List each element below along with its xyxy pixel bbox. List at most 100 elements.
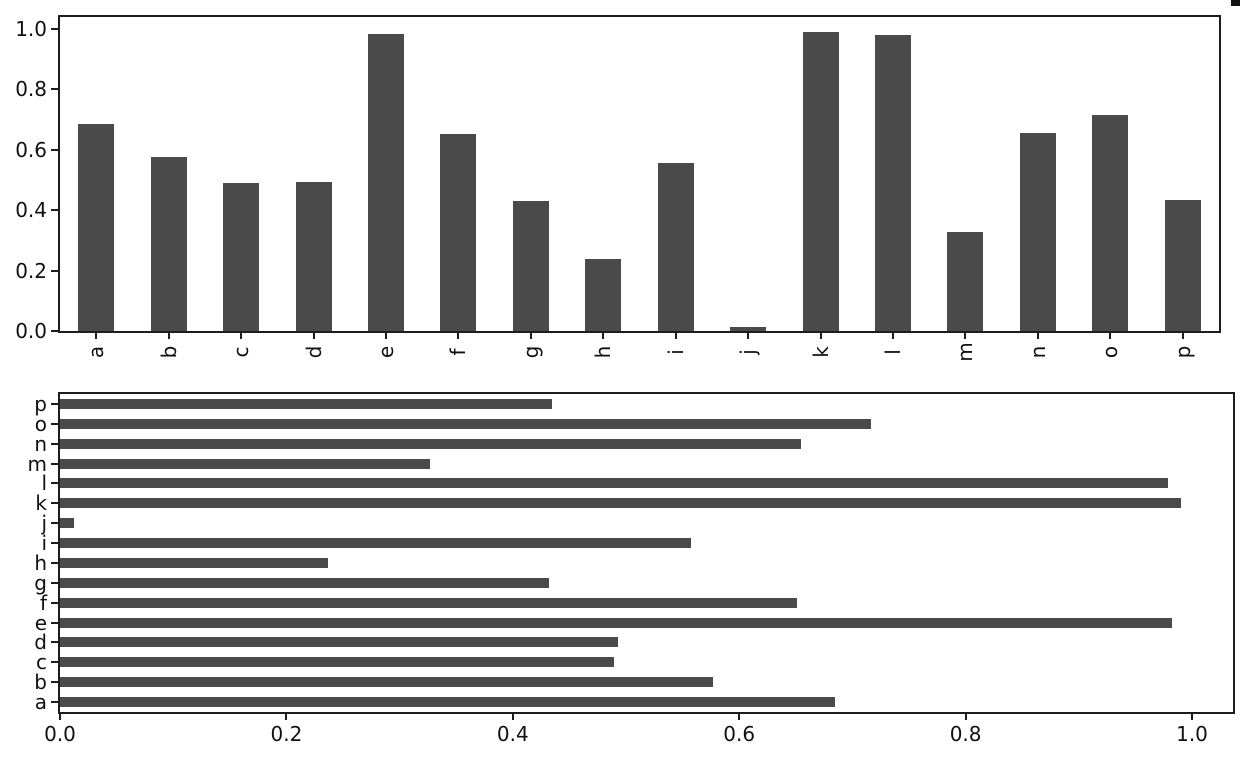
hbar-a xyxy=(60,697,836,708)
hbar-h xyxy=(60,557,329,568)
y-tick-i xyxy=(51,542,58,545)
y-tick-p xyxy=(51,402,58,405)
bar-k xyxy=(802,32,839,331)
bar-l xyxy=(875,35,912,331)
hbar-d xyxy=(60,637,619,648)
bar-i xyxy=(657,162,694,331)
y-tick-0.4 xyxy=(51,209,58,212)
x-tick-label-h: h xyxy=(591,345,616,359)
y-tick-l xyxy=(51,482,58,485)
y-tick-c xyxy=(51,661,58,664)
x-tick-label-d: d xyxy=(301,345,326,359)
x-tick-0.8 xyxy=(964,714,967,720)
x-tick-label-o: o xyxy=(1098,345,1123,359)
x-tick-0.6 xyxy=(738,714,741,720)
x-tick-h xyxy=(602,333,605,339)
x-tick-label-f: f xyxy=(446,348,471,356)
x-tick-label-1.0: 1.0 xyxy=(1176,722,1208,746)
x-tick-k xyxy=(819,333,822,339)
bar-c xyxy=(223,183,260,331)
x-tick-label-l: l xyxy=(881,349,906,355)
hbar-f xyxy=(60,597,797,608)
y-tick-label-g: g xyxy=(34,570,47,595)
y-tick-j xyxy=(51,522,58,525)
x-tick-f xyxy=(457,333,460,339)
x-tick-label-j: j xyxy=(736,349,761,355)
x-tick-label-b: b xyxy=(156,345,181,359)
y-tick-label-h: h xyxy=(34,550,47,575)
x-tick-l xyxy=(892,333,895,339)
x-tick-m xyxy=(964,333,967,339)
y-tick-n xyxy=(51,442,58,445)
x-tick-label-0.6: 0.6 xyxy=(723,722,756,746)
x-tick-label-e: e xyxy=(373,345,398,359)
x-tick-o xyxy=(1109,333,1112,339)
bar-g xyxy=(512,200,549,331)
bar-j xyxy=(730,327,767,331)
x-tick-0.4 xyxy=(511,714,514,720)
y-tick-label-b: b xyxy=(34,670,47,695)
y-tick-label-k: k xyxy=(35,491,47,516)
x-tick-label-i: i xyxy=(663,349,688,355)
x-tick-label-p: p xyxy=(1170,345,1195,359)
y-tick-label-f: f xyxy=(39,590,47,615)
y-tick-label-c: c xyxy=(36,650,47,675)
bar-f xyxy=(440,134,477,331)
hbar-g xyxy=(60,577,550,588)
x-tick-b xyxy=(167,333,170,339)
y-tick-0.0 xyxy=(51,330,58,332)
hbar-n xyxy=(60,438,802,449)
hbar-p xyxy=(60,398,553,409)
x-tick-1.0 xyxy=(1191,714,1193,720)
bar-d xyxy=(295,182,332,331)
x-tick-0.0 xyxy=(59,714,61,720)
screenshot-corner-artifact xyxy=(1231,0,1240,6)
y-tick-0.8 xyxy=(51,88,58,91)
y-tick-g xyxy=(51,581,58,584)
x-tick-n xyxy=(1036,333,1039,339)
hbar-m xyxy=(60,458,431,469)
bar-p xyxy=(1164,199,1201,331)
x-tick-d xyxy=(312,333,315,339)
y-tick-b xyxy=(51,681,58,684)
x-tick-label-0.8: 0.8 xyxy=(949,722,982,746)
y-tick-label-a: a xyxy=(34,690,47,715)
hbar-k xyxy=(60,498,1181,509)
y-tick-label-0.8: 0.8 xyxy=(15,77,47,102)
y-tick-1.0 xyxy=(51,28,58,30)
bar-a xyxy=(78,124,115,331)
x-tick-label-n: n xyxy=(1025,345,1050,359)
y-tick-label-o: o xyxy=(34,411,47,436)
x-tick-label-m: m xyxy=(953,342,978,362)
y-tick-k xyxy=(51,502,58,505)
x-tick-a xyxy=(95,333,98,339)
x-tick-label-a: a xyxy=(84,345,109,359)
x-tick-i xyxy=(674,333,677,339)
y-tick-label-i: i xyxy=(41,531,47,556)
x-tick-g xyxy=(529,333,532,339)
hbar-e xyxy=(60,617,1172,628)
x-tick-label-0.0: 0.0 xyxy=(44,722,76,746)
y-tick-label-e: e xyxy=(34,610,47,635)
x-tick-label-0.2: 0.2 xyxy=(270,722,303,746)
y-tick-0.2 xyxy=(51,269,58,272)
bar-h xyxy=(585,259,622,331)
y-tick-a xyxy=(51,701,58,704)
y-tick-label-0.0: 0.0 xyxy=(15,319,47,343)
hbar-j xyxy=(60,518,74,529)
x-tick-j xyxy=(747,333,750,339)
x-tick-0.2 xyxy=(285,714,288,720)
x-tick-label-0.4: 0.4 xyxy=(496,722,529,746)
hbar-b xyxy=(60,677,714,688)
y-tick-label-l: l xyxy=(41,471,47,496)
y-tick-label-n: n xyxy=(34,431,47,456)
x-tick-p xyxy=(1181,333,1184,339)
x-tick-label-g: g xyxy=(518,345,543,359)
y-tick-label-j: j xyxy=(41,511,47,536)
y-tick-f xyxy=(51,601,58,604)
hbar-l xyxy=(60,478,1169,489)
bar-b xyxy=(150,156,187,331)
x-tick-c xyxy=(240,333,243,339)
y-tick-d xyxy=(51,641,58,644)
